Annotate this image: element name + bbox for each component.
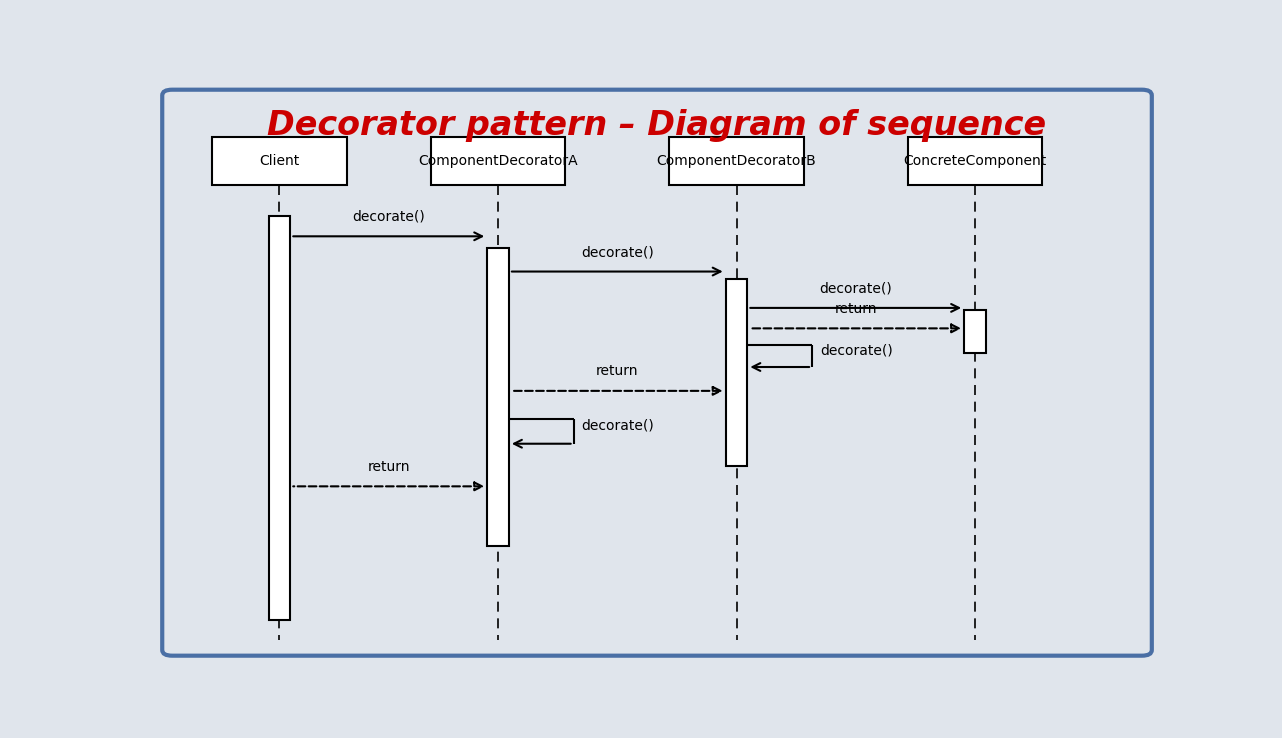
Text: decorate(): decorate() <box>820 343 892 357</box>
Text: decorate(): decorate() <box>819 281 892 295</box>
Text: ComponentDecoratorB: ComponentDecoratorB <box>656 154 817 168</box>
Text: return: return <box>835 302 877 316</box>
Text: Client: Client <box>259 154 300 168</box>
Bar <box>431 137 565 185</box>
Bar <box>964 310 986 353</box>
Text: return: return <box>368 460 410 474</box>
Bar <box>669 137 804 185</box>
FancyBboxPatch shape <box>163 90 1151 655</box>
Text: decorate(): decorate() <box>582 419 654 432</box>
Bar <box>726 279 747 466</box>
Text: ConcreteComponent: ConcreteComponent <box>904 154 1046 168</box>
Text: Decorator pattern – Diagram of sequence: Decorator pattern – Diagram of sequence <box>268 109 1046 142</box>
Text: return: return <box>596 365 638 379</box>
Bar <box>213 137 346 185</box>
Text: ComponentDecoratorA: ComponentDecoratorA <box>418 154 578 168</box>
Bar <box>487 248 509 546</box>
Text: decorate(): decorate() <box>353 210 426 224</box>
Text: decorate(): decorate() <box>581 245 654 259</box>
Bar <box>268 216 291 620</box>
Bar <box>908 137 1042 185</box>
